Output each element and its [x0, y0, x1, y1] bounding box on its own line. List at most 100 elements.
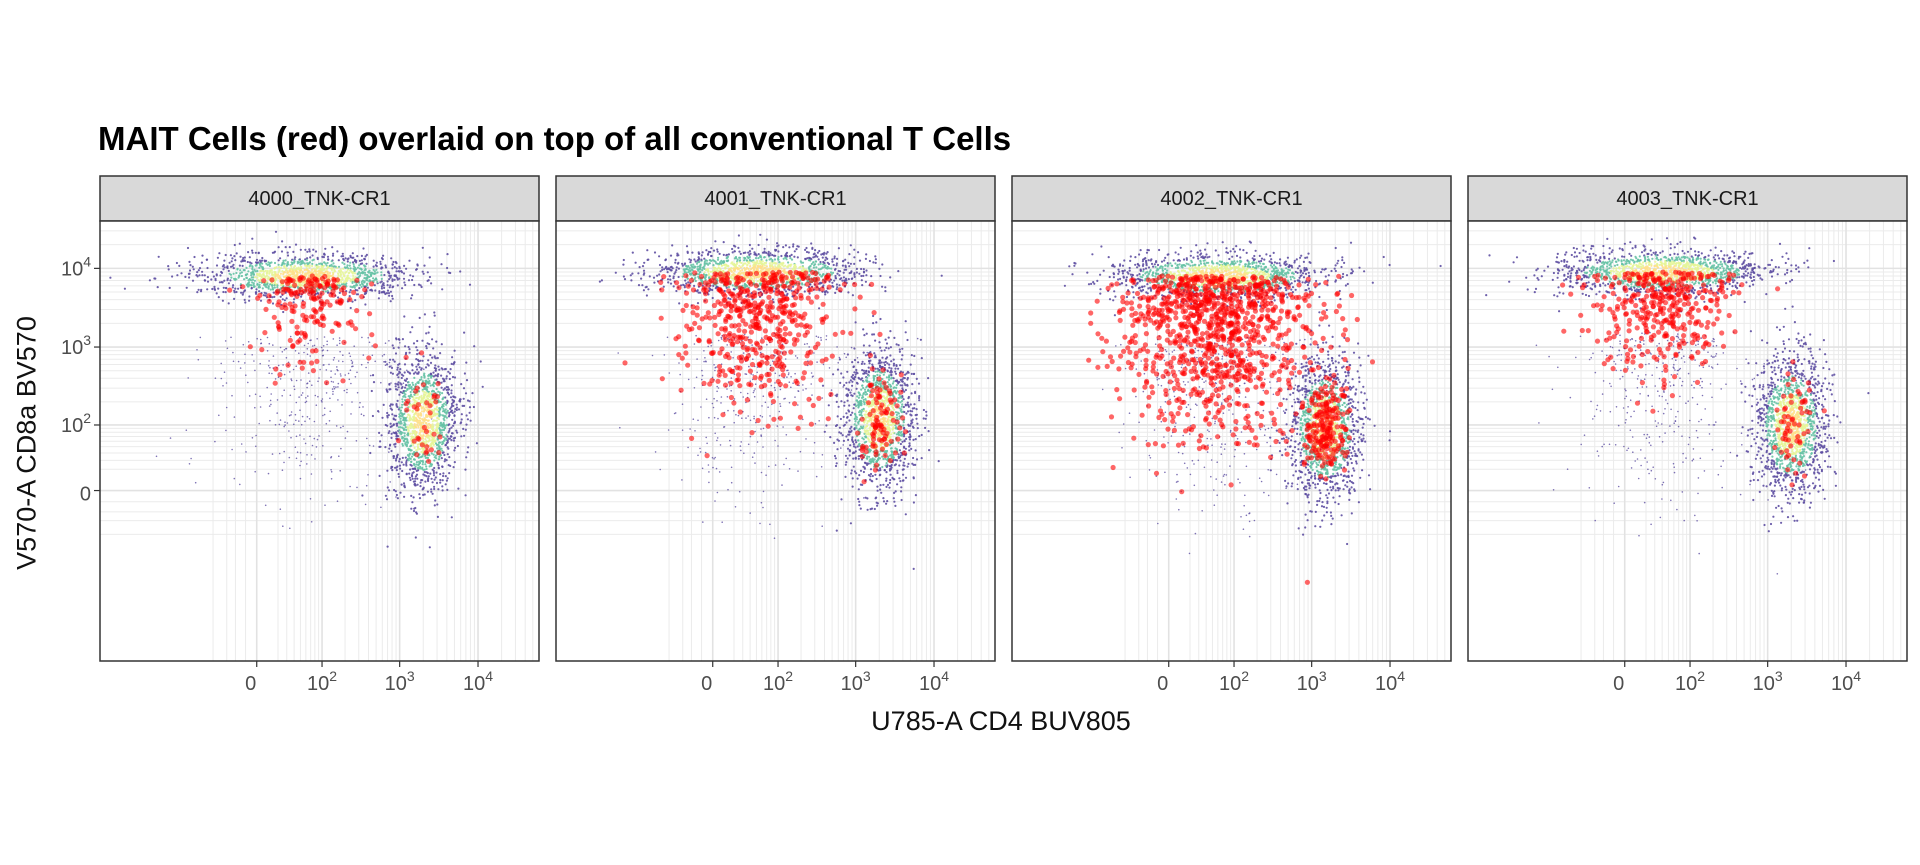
- event-conventional: [389, 425, 392, 428]
- event-conventional: [278, 423, 281, 426]
- event-conventional: [317, 395, 319, 398]
- event-conventional: [370, 273, 373, 276]
- event-conventional: [448, 427, 451, 430]
- event-conventional: [448, 411, 451, 414]
- event-conventional: [286, 254, 290, 257]
- event-conventional: [315, 263, 318, 266]
- event-conventional: [342, 354, 344, 357]
- event-conventional: [442, 435, 445, 439]
- event-conventional: [273, 266, 276, 269]
- event-conventional: [622, 263, 625, 266]
- event-conventional: [222, 290, 225, 294]
- event-conventional: [225, 382, 228, 384]
- event-conventional: [328, 430, 331, 433]
- event-conventional: [392, 260, 395, 264]
- event-conventional: [412, 396, 415, 399]
- event-conventional: [406, 454, 409, 457]
- event-conventional: [396, 405, 399, 409]
- event-conventional: [771, 259, 774, 262]
- event-conventional: [296, 271, 299, 274]
- event-conventional: [835, 262, 839, 265]
- event-conventional: [422, 434, 425, 437]
- event-conventional: [637, 284, 641, 287]
- event-conventional: [453, 414, 456, 417]
- event-conventional: [758, 288, 761, 291]
- y-tick-label: 102: [61, 410, 91, 437]
- event-conventional: [245, 276, 248, 279]
- event-conventional: [337, 269, 341, 272]
- event-conventional: [443, 411, 447, 414]
- event-conventional: [284, 259, 287, 262]
- event-conventional: [804, 268, 808, 271]
- event-conventional: [757, 262, 760, 265]
- event-conventional: [441, 449, 444, 452]
- event-conventional: [406, 370, 409, 373]
- event-conventional: [404, 456, 407, 459]
- event-conventional: [361, 336, 363, 339]
- event-conventional: [390, 382, 392, 384]
- event-conventional: [288, 246, 291, 249]
- event-conventional: [344, 437, 347, 439]
- event-conventional: [452, 400, 455, 403]
- event-conventional: [444, 415, 447, 418]
- event-conventional: [254, 251, 257, 254]
- event-conventional: [319, 268, 322, 271]
- event-conventional: [443, 453, 446, 457]
- event-conventional: [806, 257, 809, 260]
- event-conventional: [836, 272, 839, 275]
- event-conventional: [666, 271, 669, 274]
- event-conventional: [427, 381, 430, 385]
- event-conventional: [359, 274, 362, 277]
- event-conventional: [383, 273, 386, 277]
- event-conventional: [453, 376, 457, 379]
- event-conventional: [442, 424, 446, 427]
- event-conventional: [408, 476, 411, 479]
- event-conventional: [404, 345, 407, 348]
- event-conventional: [653, 281, 656, 284]
- event-conventional: [664, 266, 667, 270]
- event-conventional: [339, 350, 341, 353]
- event-conventional: [254, 264, 257, 267]
- event-conventional: [298, 258, 301, 261]
- event-conventional: [370, 389, 373, 393]
- event-conventional: [831, 281, 834, 284]
- event-conventional: [419, 434, 422, 437]
- event-conventional: [271, 271, 274, 274]
- event-conventional: [339, 426, 342, 429]
- event-mait: [331, 276, 337, 282]
- event-conventional: [261, 287, 264, 290]
- event-conventional: [296, 451, 299, 454]
- event-conventional: [413, 412, 416, 415]
- event-conventional: [430, 375, 433, 378]
- event-conventional: [710, 254, 713, 258]
- event-conventional: [325, 267, 328, 270]
- event-conventional: [707, 250, 710, 253]
- event-conventional: [848, 272, 851, 275]
- event-conventional: [437, 365, 440, 368]
- event-conventional: [388, 451, 390, 453]
- event-conventional: [253, 279, 256, 282]
- event-conventional: [305, 397, 307, 399]
- event-conventional: [457, 487, 460, 490]
- event-mait: [262, 330, 268, 336]
- event-conventional: [290, 436, 292, 439]
- event-conventional: [243, 259, 246, 262]
- event-conventional: [442, 421, 445, 425]
- event-conventional: [395, 496, 397, 498]
- event-conventional: [213, 287, 216, 290]
- event-conventional: [818, 273, 822, 276]
- x-tick-label: 104: [463, 668, 493, 695]
- y-tick-label: 104: [61, 253, 91, 280]
- event-conventional: [797, 277, 800, 280]
- event-conventional: [452, 395, 455, 398]
- event-conventional: [693, 258, 696, 261]
- event-conventional: [311, 345, 314, 347]
- event-conventional: [662, 285, 665, 288]
- event-conventional: [402, 463, 405, 466]
- event-conventional: [391, 344, 394, 347]
- event-conventional: [404, 386, 407, 389]
- event-conventional: [258, 259, 262, 262]
- event-mait: [366, 355, 372, 361]
- event-conventional: [694, 430, 696, 432]
- event-conventional: [405, 267, 408, 270]
